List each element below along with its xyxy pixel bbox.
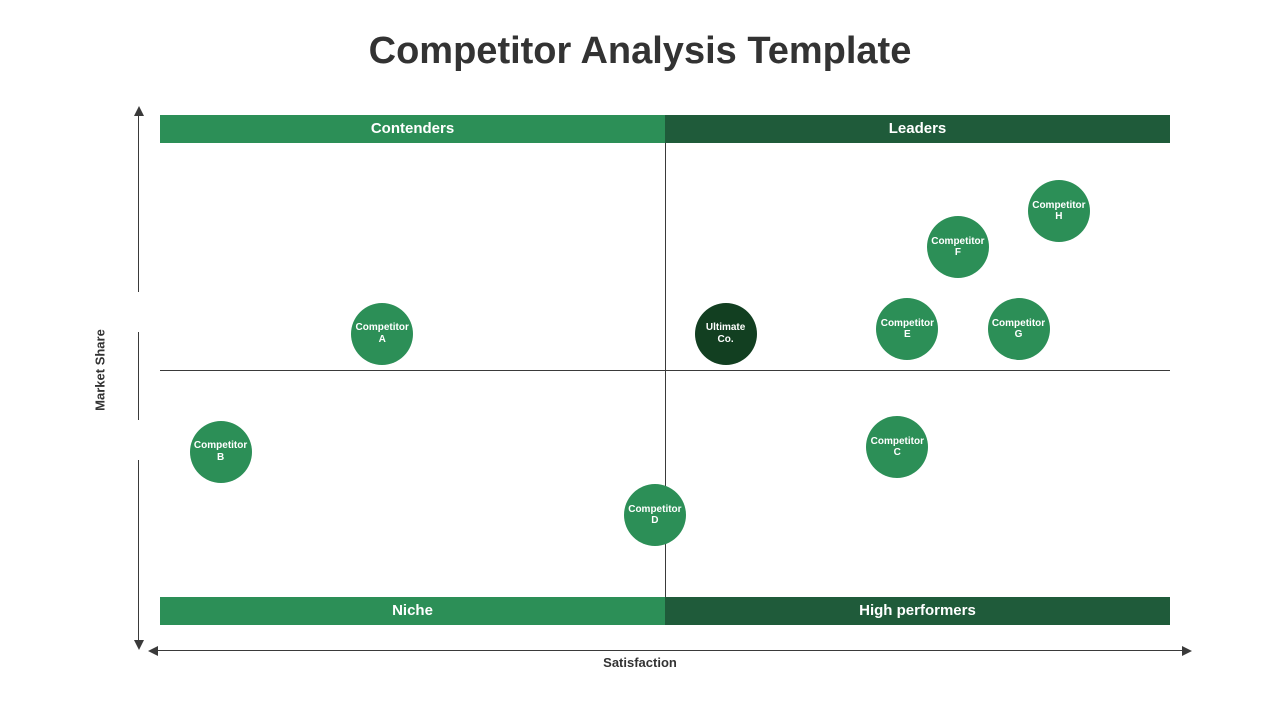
bubble-b: CompetitorB bbox=[190, 421, 252, 483]
x-axis-line bbox=[150, 650, 1190, 651]
bubble-g: CompetitorG bbox=[988, 298, 1050, 360]
bubble-ultimate: UltimateCo. bbox=[695, 303, 757, 365]
bubble-d: CompetitorD bbox=[624, 484, 686, 546]
quadrant-label-contenders: Contenders bbox=[160, 115, 665, 143]
x-axis-label: Satisfaction bbox=[0, 655, 1280, 670]
top-quadrant-header: Contenders Leaders bbox=[160, 115, 1170, 143]
bubble-f: CompetitorF bbox=[927, 216, 989, 278]
y-axis-label: Market Share bbox=[93, 329, 108, 411]
bubble-h: CompetitorH bbox=[1028, 180, 1090, 242]
y-axis-line bbox=[138, 108, 139, 648]
quadrant-chart: Contenders Leaders UltimateCo. Competitor… bbox=[160, 115, 1170, 625]
quadrant-label-leaders: Leaders bbox=[665, 115, 1170, 143]
plot-area: UltimateCo. CompetitorA CompetitorB Competi… bbox=[160, 143, 1170, 597]
quadrant-label-high-performers: High performers bbox=[665, 597, 1170, 625]
bottom-quadrant-header: Niche High performers bbox=[160, 597, 1170, 625]
bubble-e: CompetitorE bbox=[876, 298, 938, 360]
y-axis-break bbox=[135, 292, 142, 332]
page-title: Competitor Analysis Template bbox=[0, 30, 1280, 73]
bubble-a: CompetitorA bbox=[351, 303, 413, 365]
bubble-c: CompetitorC bbox=[866, 416, 928, 478]
y-axis-break bbox=[135, 420, 142, 460]
quadrant-label-niche: Niche bbox=[160, 597, 665, 625]
